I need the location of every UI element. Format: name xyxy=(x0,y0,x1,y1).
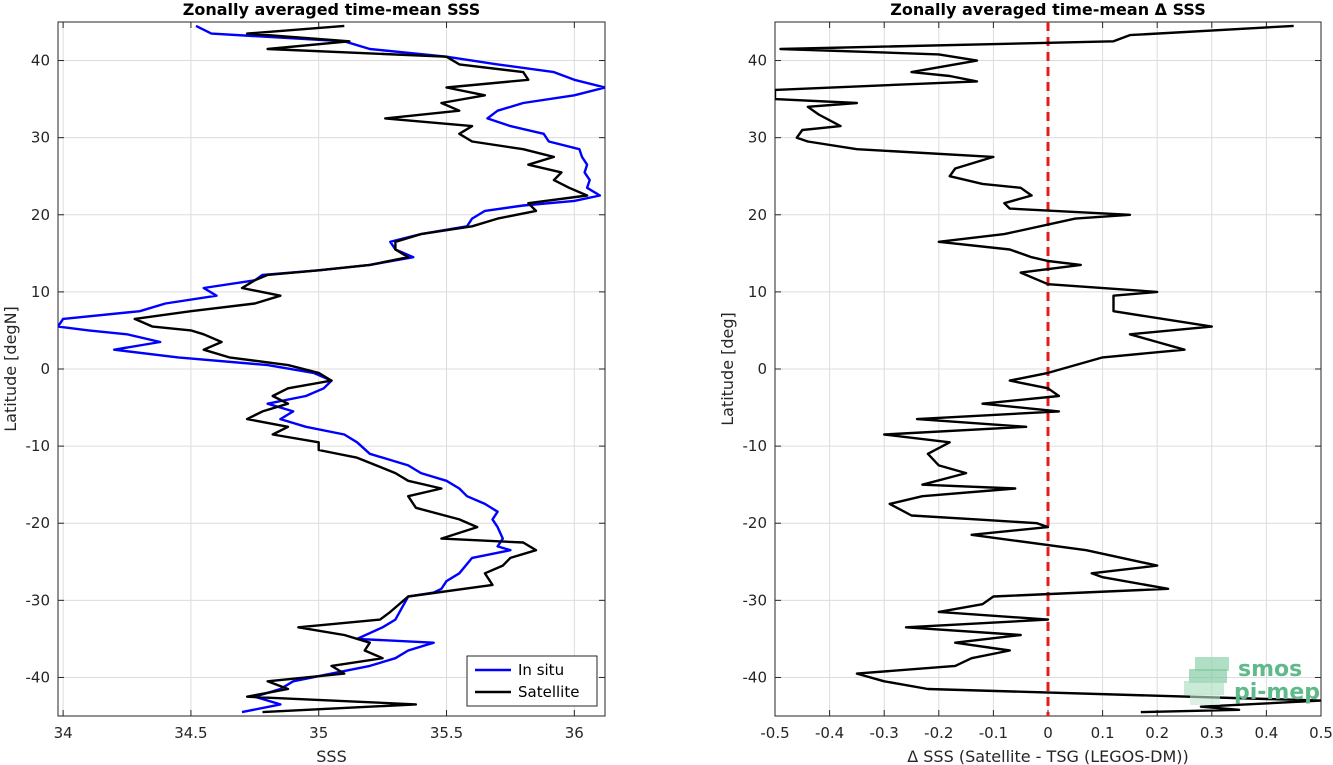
y-tick-label: -20 xyxy=(26,514,51,532)
y-tick-label: -30 xyxy=(26,591,51,609)
y-tick-label: 0 xyxy=(757,360,767,378)
x-tick-label: 0 xyxy=(1043,724,1053,742)
x-axis-label: Δ SSS (Satellite - TSG (LEGOS-DM)) xyxy=(907,747,1189,765)
y-tick-label: 20 xyxy=(748,206,767,224)
series-line-in-situ xyxy=(58,24,605,714)
left-panel: 34 34.5 35 35.5 36 -40 -30 -20 -10 0 10 20 30 40 Zonal… xyxy=(1,0,606,765)
series-line-delta-sss xyxy=(775,24,1321,714)
y-tick-label: 40 xyxy=(748,52,767,70)
y-tick-label: 20 xyxy=(31,206,50,224)
y-tick-label: 10 xyxy=(748,283,767,301)
legend: In situ Satellite xyxy=(466,655,598,707)
x-tick-label: 0.5 xyxy=(1309,724,1333,742)
logo-emblem-icon xyxy=(1184,657,1229,705)
y-tick-label: 10 xyxy=(31,283,50,301)
x-tick-label: 34 xyxy=(54,724,73,742)
logo-text-line1: smos xyxy=(1238,657,1302,682)
x-tick-label: -0.3 xyxy=(870,724,899,742)
y-tick-label: -20 xyxy=(743,514,768,532)
x-tick-label: 0.4 xyxy=(1254,724,1278,742)
y-tick-label: -40 xyxy=(26,668,51,686)
smos-pi-mep-logo: smos pi-mep xyxy=(1184,657,1320,705)
x-tick-label: -0.1 xyxy=(979,724,1008,742)
x-axis-label: SSS xyxy=(316,747,346,765)
y-tick-label: -30 xyxy=(743,591,768,609)
legend-box xyxy=(466,655,598,707)
x-tick-label: 36 xyxy=(565,724,584,742)
x-tick-label: -0.5 xyxy=(760,724,789,742)
series-line-satellite xyxy=(133,24,589,714)
y-tick-label: 30 xyxy=(748,129,767,147)
x-tick-label: 35.5 xyxy=(430,724,463,742)
y-tick-label: -10 xyxy=(743,437,768,455)
y-tick-label: 40 xyxy=(31,52,50,70)
x-tick-label: 0.3 xyxy=(1200,724,1224,742)
y-tick-label: -40 xyxy=(743,668,768,686)
logo-text-line2: pi-mep xyxy=(1234,680,1320,705)
y-tick-label: 30 xyxy=(31,129,50,147)
right-panel: -0.5 -0.4 -0.3 -0.2 -0.1 0 0.1 0.2 0.3 0.4 0.5 -40 -… xyxy=(718,0,1333,765)
y-axis-label: Latitude [deg] xyxy=(718,312,737,426)
y-tick-label: -10 xyxy=(26,437,51,455)
y-axis-label: Latitude [degN] xyxy=(1,306,20,432)
x-tick-label: -0.2 xyxy=(924,724,953,742)
chart-title: Zonally averaged time-mean SSS xyxy=(183,0,481,19)
x-tick-label: 0.2 xyxy=(1145,724,1169,742)
chart-title: Zonally averaged time-mean Δ SSS xyxy=(890,0,1206,19)
x-tick-label: 34.5 xyxy=(174,724,207,742)
x-tick-label: 0.1 xyxy=(1091,724,1115,742)
x-tick-label: -0.4 xyxy=(815,724,844,742)
legend-entry: In situ xyxy=(518,661,564,679)
y-tick-label: 0 xyxy=(40,360,50,378)
x-tick-label: 35 xyxy=(309,724,328,742)
legend-entry: Satellite xyxy=(518,683,579,701)
